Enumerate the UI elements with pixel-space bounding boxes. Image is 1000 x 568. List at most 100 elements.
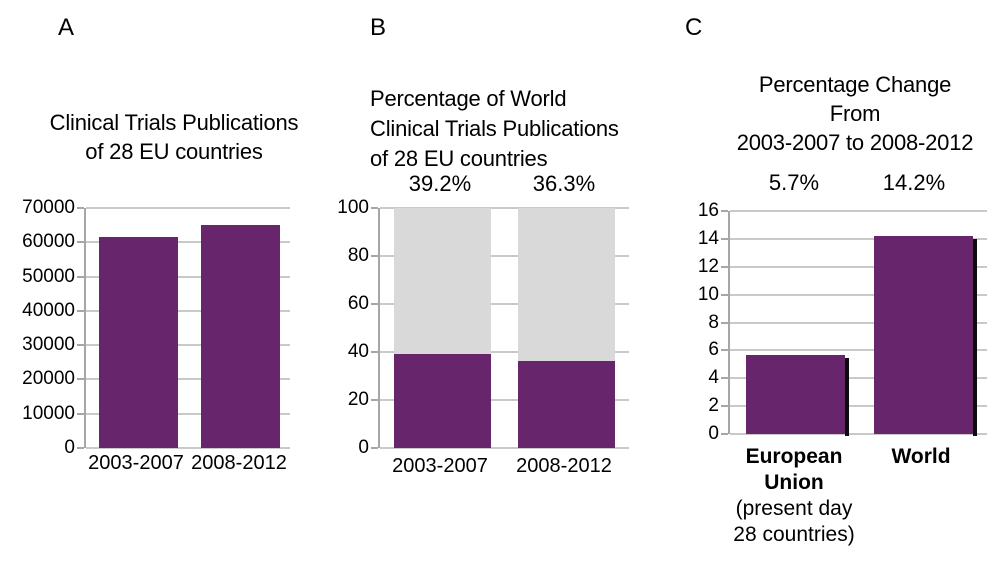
gridline bbox=[86, 378, 290, 381]
chart-title-c: Percentage Change From 2003-2007 to 2008… bbox=[705, 70, 1000, 157]
y-axis-label: 14 bbox=[697, 227, 719, 249]
y-axis-label: 60000 bbox=[22, 231, 75, 253]
y-axis-tick bbox=[371, 351, 378, 353]
y-axis-tick bbox=[77, 207, 84, 209]
y-axis-label: 0 bbox=[708, 423, 719, 444]
title-line: Percentage of World bbox=[370, 86, 567, 111]
y-axis-tick bbox=[721, 321, 728, 324]
gridline bbox=[86, 447, 290, 449]
data-label: 14.2% bbox=[882, 170, 946, 195]
y-axis-tick bbox=[77, 412, 84, 415]
y-axis-label: 10000 bbox=[22, 402, 75, 424]
gridline bbox=[86, 207, 290, 209]
x-axis-category-group: World bbox=[855, 444, 987, 470]
y-axis-tick bbox=[77, 344, 84, 347]
y-axis-tick bbox=[721, 349, 728, 352]
x-axis-label: 2008-2012 bbox=[516, 455, 612, 477]
bar bbox=[99, 237, 178, 448]
y-axis-tick bbox=[77, 275, 84, 278]
gridline bbox=[730, 377, 987, 380]
title-line: of 28 EU countries bbox=[85, 139, 263, 164]
x-axis-category-group: European Union (present day 28 countries… bbox=[728, 444, 860, 548]
title-line: 2003-2007 to 2008-2012 bbox=[736, 130, 974, 155]
y-axis-label: 0 bbox=[64, 437, 75, 458]
y-axis-tick bbox=[721, 377, 728, 380]
gridline bbox=[380, 399, 629, 401]
y-axis-tick bbox=[721, 405, 728, 408]
y-axis-label: 70000 bbox=[22, 197, 75, 218]
y-axis-label: 20 bbox=[347, 389, 369, 410]
title-line: From bbox=[829, 101, 881, 126]
y-axis-label: 20000 bbox=[22, 368, 75, 390]
gridline bbox=[86, 412, 290, 415]
chart-title-b: Percentage of World Clinical Trials Publ… bbox=[370, 84, 665, 174]
gridline bbox=[730, 265, 987, 268]
y-axis-label: 40000 bbox=[22, 299, 75, 321]
y-axis-label: 8 bbox=[708, 311, 719, 333]
stacked-bar-segment-bottom bbox=[518, 360, 615, 448]
plot-area-b: 0 20 40 60 80 100 bbox=[337, 197, 629, 458]
bar bbox=[201, 225, 280, 448]
plot-area-a: 0 10000 20000 30000 40000 50000 60000 70000 bbox=[22, 197, 290, 458]
gridline bbox=[86, 309, 290, 312]
chart-panel-b: B Percentage of World Clinical Trials Pu… bbox=[337, 0, 670, 568]
y-axis-tick bbox=[721, 210, 728, 212]
gridline bbox=[730, 433, 987, 435]
gridline bbox=[380, 255, 629, 257]
gridline bbox=[730, 405, 987, 408]
y-axis-tick bbox=[77, 378, 84, 381]
data-label: 5.7% bbox=[768, 170, 820, 195]
gridline bbox=[730, 210, 987, 212]
gridline bbox=[730, 349, 987, 352]
y-axis-label: 4 bbox=[708, 367, 719, 389]
panel-letter-a: A bbox=[58, 14, 75, 41]
gridline bbox=[380, 447, 629, 449]
y-axis-label: 40 bbox=[347, 341, 369, 362]
bar bbox=[394, 208, 491, 448]
y-axis-label: 6 bbox=[708, 339, 719, 361]
y-axis-tick bbox=[77, 241, 84, 244]
y-axis-tick bbox=[721, 293, 728, 296]
x-axis-label: 2003-2007 bbox=[392, 455, 488, 477]
y-axis-label: 100 bbox=[337, 197, 369, 218]
y-axis-label: 10 bbox=[697, 283, 719, 305]
chart-panel-a: A Clinical Trials Publications of 28 EU … bbox=[0, 0, 340, 568]
y-axis-tick bbox=[371, 303, 378, 305]
y-axis-tick bbox=[371, 255, 378, 257]
y-axis-tick bbox=[721, 265, 728, 268]
x-axis-label: World bbox=[891, 445, 951, 468]
title-line: Percentage Change bbox=[758, 72, 952, 97]
y-axis-tick bbox=[371, 207, 378, 209]
y-axis-tick bbox=[721, 237, 728, 240]
y-axis-label: 60 bbox=[347, 293, 369, 314]
stacked-bar-segment-bottom bbox=[394, 353, 491, 448]
data-label: 39.2% bbox=[408, 171, 472, 196]
gridline bbox=[86, 344, 290, 347]
gridline bbox=[380, 207, 629, 209]
bar bbox=[874, 236, 977, 436]
title-line: of 28 EU countries bbox=[370, 146, 548, 171]
plot-area-c: 0 2 4 6 8 10 12 14 16 bbox=[698, 200, 987, 444]
y-axis-tick bbox=[371, 399, 378, 401]
y-axis-label: 50000 bbox=[22, 265, 75, 287]
y-axis-label: 30000 bbox=[22, 334, 75, 356]
title-line: Clinical Trials Publications bbox=[49, 110, 299, 135]
x-axis-label: 2003-2007 bbox=[88, 452, 184, 474]
y-axis-label: 12 bbox=[697, 255, 719, 277]
title-line: Clinical Trials Publications bbox=[370, 116, 619, 141]
y-axis-label: 2 bbox=[708, 395, 719, 417]
y-axis-tick bbox=[77, 309, 84, 312]
chart-title-a: Clinical Trials Publications of 28 EU co… bbox=[24, 108, 324, 166]
x-axis-label-note: (present day 28 countries) bbox=[733, 497, 855, 546]
panel-letter-b: B bbox=[370, 14, 387, 41]
y-axis-label: 0 bbox=[358, 437, 369, 458]
bar bbox=[746, 354, 849, 437]
stacked-bar-segment-top bbox=[394, 208, 491, 354]
gridline bbox=[86, 275, 290, 278]
y-axis-tick bbox=[77, 447, 84, 449]
x-axis-label: European Union bbox=[745, 445, 843, 494]
bar bbox=[518, 208, 615, 448]
y-axis-tick bbox=[721, 433, 728, 435]
gridline bbox=[380, 351, 629, 353]
